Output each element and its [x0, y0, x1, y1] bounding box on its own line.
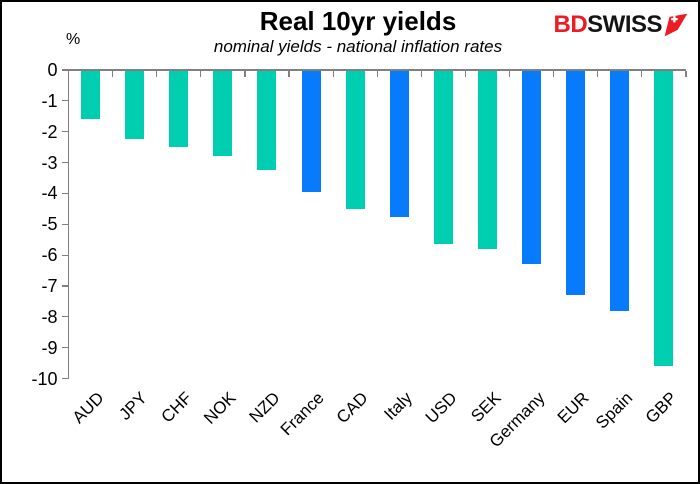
y-axis-tick [61, 223, 68, 225]
bar-NZD [257, 70, 277, 171]
bar-CAD [345, 70, 365, 209]
x-axis-label-CHF: CHF [157, 387, 196, 426]
y-axis-tick [61, 285, 68, 287]
y-axis-unit-label: % [66, 31, 81, 48]
swiss-arrow-icon [662, 12, 689, 38]
bar-Italy [389, 70, 409, 217]
y-axis-label--9: -9 [41, 337, 58, 358]
bar-JPY [125, 70, 145, 140]
y-axis-line [67, 68, 69, 379]
x-axis-label-Italy: Italy [380, 387, 417, 424]
bar-AUD [81, 70, 101, 120]
y-axis-tick [61, 316, 68, 318]
y-axis-label--1: -1 [41, 90, 58, 111]
x-axis-label-NZD: NZD [245, 387, 284, 426]
y-axis-label--4: -4 [41, 183, 58, 204]
y-axis-label--2: -2 [41, 121, 58, 142]
x-axis-label-EUR: EUR [553, 387, 593, 427]
bar-Spain [610, 70, 630, 311]
x-axis-tick [376, 70, 378, 77]
bar-CHF [169, 70, 189, 148]
bar-GBP [654, 70, 674, 367]
y-axis-tick [61, 100, 68, 102]
bar-EUR [566, 70, 586, 296]
x-axis-tick [597, 70, 599, 77]
y-axis-label--8: -8 [41, 306, 58, 327]
x-axis-tick [200, 70, 202, 77]
bdswiss-logo: BD SWISS [553, 12, 689, 38]
y-axis-label--3: -3 [41, 152, 58, 173]
x-axis-tick [553, 70, 555, 77]
y-axis-tick [61, 131, 68, 133]
y-axis-label-0: 0 [47, 60, 58, 80]
x-axis-tick [420, 70, 422, 77]
y-axis-label--5: -5 [41, 214, 58, 235]
x-axis-tick [288, 70, 290, 77]
x-axis-zero-line [67, 68, 686, 71]
x-axis-tick [112, 70, 114, 77]
y-axis-tick [61, 192, 68, 194]
x-axis-label-Spain: Spain [592, 387, 637, 432]
logo-text-bd: BD [553, 11, 588, 38]
bar-SEK [478, 70, 498, 249]
y-axis-tick [61, 254, 68, 256]
y-axis-tick [61, 377, 68, 380]
x-axis-tick [641, 70, 643, 77]
x-axis-label-GBP: GBP [641, 387, 681, 427]
x-axis-label-AUD: AUD [68, 387, 108, 427]
x-axis-tick [464, 70, 467, 77]
x-axis-label-France: France [276, 387, 328, 439]
bar-Germany [522, 70, 542, 265]
x-axis-label-USD: USD [421, 387, 461, 427]
x-axis-label-SEK: SEK [466, 387, 505, 426]
bar-NOK [213, 70, 233, 157]
bar-USD [433, 70, 453, 245]
y-axis-tick [61, 161, 68, 164]
y-axis-tick [61, 69, 68, 71]
logo-text-swiss: SWISS [587, 11, 662, 38]
x-axis-label-CAD: CAD [333, 387, 372, 427]
x-axis-tick [508, 70, 511, 77]
x-axis-label-JPY: JPY [115, 387, 152, 424]
chart-title: Real 10yr yields [259, 6, 457, 36]
x-axis-tick [332, 70, 334, 77]
y-axis-label--6: -6 [41, 245, 58, 266]
x-axis-tick [244, 70, 246, 77]
bar-France [301, 70, 321, 192]
y-axis-tick [61, 347, 68, 349]
y-axis-label--7: -7 [41, 275, 58, 296]
x-axis-label-NOK: NOK [200, 387, 240, 428]
x-axis-tick [685, 70, 687, 77]
x-axis-tick [156, 70, 158, 77]
chart-subtitle: nominal yields - national inflation rate… [213, 37, 503, 56]
y-axis-label--10: -10 [31, 368, 58, 389]
